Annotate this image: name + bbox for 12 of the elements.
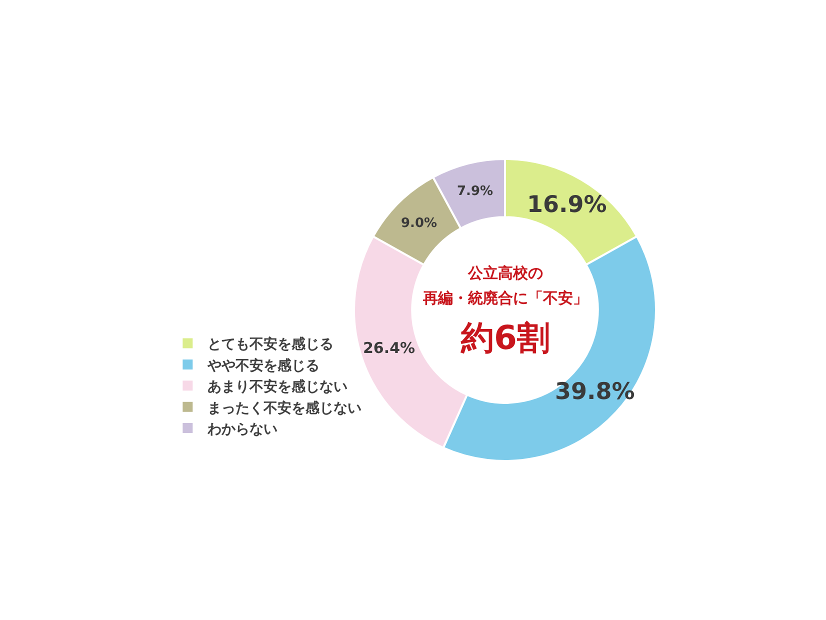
- text: 公立高校の: [467, 264, 543, 282]
- legend-label: とても不安を感じる: [208, 336, 334, 353]
- data-label: 26.4%: [363, 339, 416, 357]
- data-label: 16.9%: [527, 192, 607, 218]
- data-label: 7.9%: [457, 184, 494, 199]
- text: 約6割: [460, 318, 550, 357]
- data-label: 9.0%: [401, 216, 438, 231]
- legend-label: やや不安を感じる: [206, 356, 320, 374]
- legend-label: わからない: [206, 422, 278, 438]
- legend-label: あまり不安を感じない: [208, 378, 348, 396]
- text: 再編・統廃合に「不安」: [422, 289, 588, 307]
- legend-label: まったく不安を感じない: [208, 399, 362, 416]
